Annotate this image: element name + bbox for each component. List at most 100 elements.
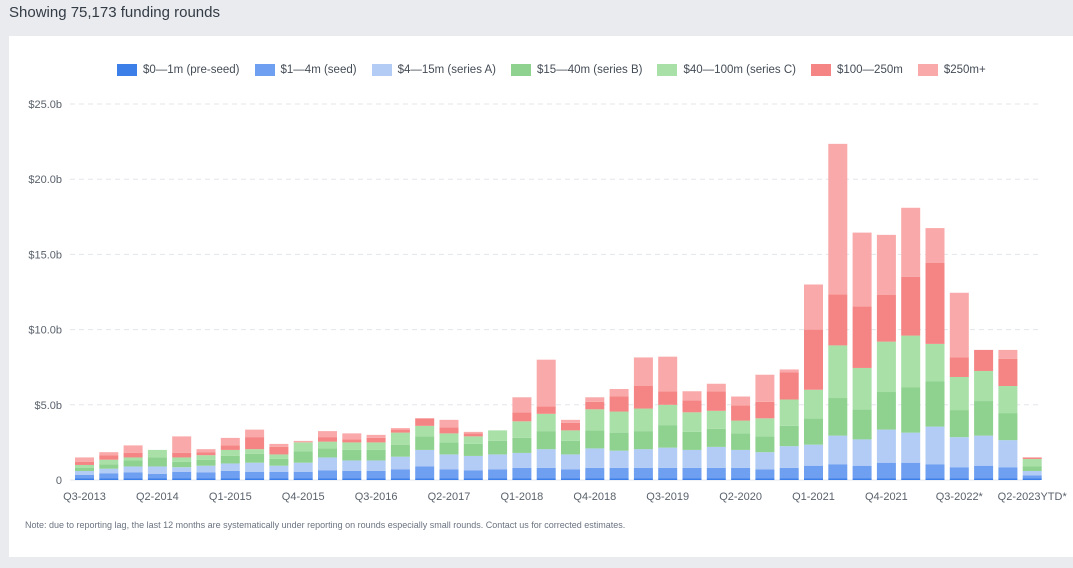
bar-segment — [949, 437, 969, 468]
bar-segment — [342, 442, 362, 450]
legend-item[interactable]: $250m+ — [917, 64, 986, 76]
bar-segment — [463, 478, 483, 480]
bar-segment — [755, 478, 775, 480]
bar-segment — [220, 437, 240, 446]
legend-item[interactable]: $100—250m — [810, 64, 903, 76]
bar-segment — [876, 295, 896, 342]
bar-segment — [852, 439, 872, 466]
bar-segment — [366, 478, 386, 480]
bar-segment — [633, 357, 653, 386]
bar-segment — [925, 262, 945, 344]
bar-segment — [318, 431, 337, 438]
y-tick-label: $20.0b — [28, 174, 62, 186]
bar-segment — [318, 437, 337, 442]
bar-segment — [415, 436, 435, 450]
bar-segment — [706, 428, 726, 447]
bar-segment — [147, 466, 167, 474]
bar-segment — [512, 412, 532, 422]
bar-segment — [779, 446, 799, 468]
bar-segment — [998, 440, 1018, 468]
bar-segment — [123, 445, 143, 453]
bar-segment — [123, 466, 143, 473]
bar-segment — [318, 470, 337, 479]
bar-segment — [536, 413, 556, 432]
bar-segment — [998, 358, 1018, 386]
bar-segment — [269, 443, 289, 447]
x-tick-label: Q3-2019 — [646, 491, 689, 503]
bar-segment — [998, 413, 1018, 441]
bar-segment — [220, 463, 240, 471]
bar-segment — [75, 478, 94, 480]
bar-segment — [949, 410, 969, 438]
bar-segment — [366, 460, 386, 471]
bar-segment — [245, 462, 265, 472]
bar-segment — [318, 448, 337, 458]
bar-segment — [901, 478, 921, 480]
bar-segment — [755, 452, 775, 470]
bar-segment — [731, 396, 751, 406]
bar-segment — [536, 478, 556, 480]
bar-segment — [949, 467, 969, 479]
bar-segment — [439, 442, 459, 455]
legend-swatch — [810, 64, 831, 76]
bar-segment — [609, 396, 629, 412]
bar-segment — [804, 465, 823, 479]
legend-item[interactable]: $1—4m (seed) — [254, 64, 357, 76]
bar-segment — [293, 440, 313, 443]
bar-segment — [488, 478, 508, 480]
bar-segment — [123, 460, 143, 467]
legend-item[interactable]: $0—1m (pre-seed) — [117, 64, 240, 76]
bar-segment — [196, 449, 216, 453]
bar-segment — [682, 391, 702, 401]
bar-segment — [172, 436, 192, 453]
bar-segment — [609, 389, 629, 397]
bar-segment — [220, 478, 240, 480]
bar-segment — [439, 478, 459, 480]
bar-segment — [147, 457, 167, 467]
bar-segment — [998, 478, 1018, 480]
legend-item[interactable]: $4—15m (series A) — [371, 64, 496, 76]
legend-item[interactable]: $40—100m (series C) — [657, 64, 796, 76]
legend-swatch — [511, 64, 532, 76]
bar-segment — [293, 471, 313, 479]
bar-segment — [123, 457, 143, 461]
bar-segment — [512, 467, 532, 479]
bar-segment — [633, 431, 653, 450]
bar-segment — [99, 459, 119, 465]
bar-segment — [536, 406, 556, 414]
legend-swatch — [254, 64, 275, 76]
bar-segment — [488, 469, 508, 479]
bar-segment — [1022, 475, 1042, 479]
bar-segment — [488, 430, 508, 441]
bar-segment — [974, 465, 994, 479]
bar-segment — [172, 452, 192, 458]
bar-segment — [585, 430, 605, 449]
bar-segment — [366, 470, 386, 479]
bar-segment — [318, 441, 337, 449]
bar-segment — [366, 437, 386, 443]
bar-segment — [1022, 470, 1042, 476]
bar-segment — [779, 478, 799, 480]
bar-segment — [925, 381, 945, 427]
bar-segment — [196, 459, 216, 466]
bar-segment — [342, 470, 362, 479]
bar-segment — [366, 449, 386, 461]
bar-segment — [901, 276, 921, 336]
bar-segment — [609, 432, 629, 451]
bar-segment — [415, 466, 435, 479]
bar-segment — [804, 444, 823, 466]
bar-segment — [755, 374, 775, 402]
bar-segment — [779, 467, 799, 479]
bar-segment — [390, 469, 410, 479]
bar-segment — [75, 464, 94, 468]
bar-segment — [731, 467, 751, 479]
bar-segment — [901, 462, 921, 479]
y-tick-label: $25.0b — [28, 99, 62, 111]
bar-segment — [658, 478, 678, 480]
bar-segment — [925, 478, 945, 480]
bar-segment — [779, 425, 799, 447]
legend-item[interactable]: $15—40m (series B) — [511, 64, 642, 76]
bar-segment — [415, 418, 435, 426]
chart-legend: $0—1m (pre-seed) $1—4m (seed) $4—15m (seri… — [117, 64, 986, 76]
